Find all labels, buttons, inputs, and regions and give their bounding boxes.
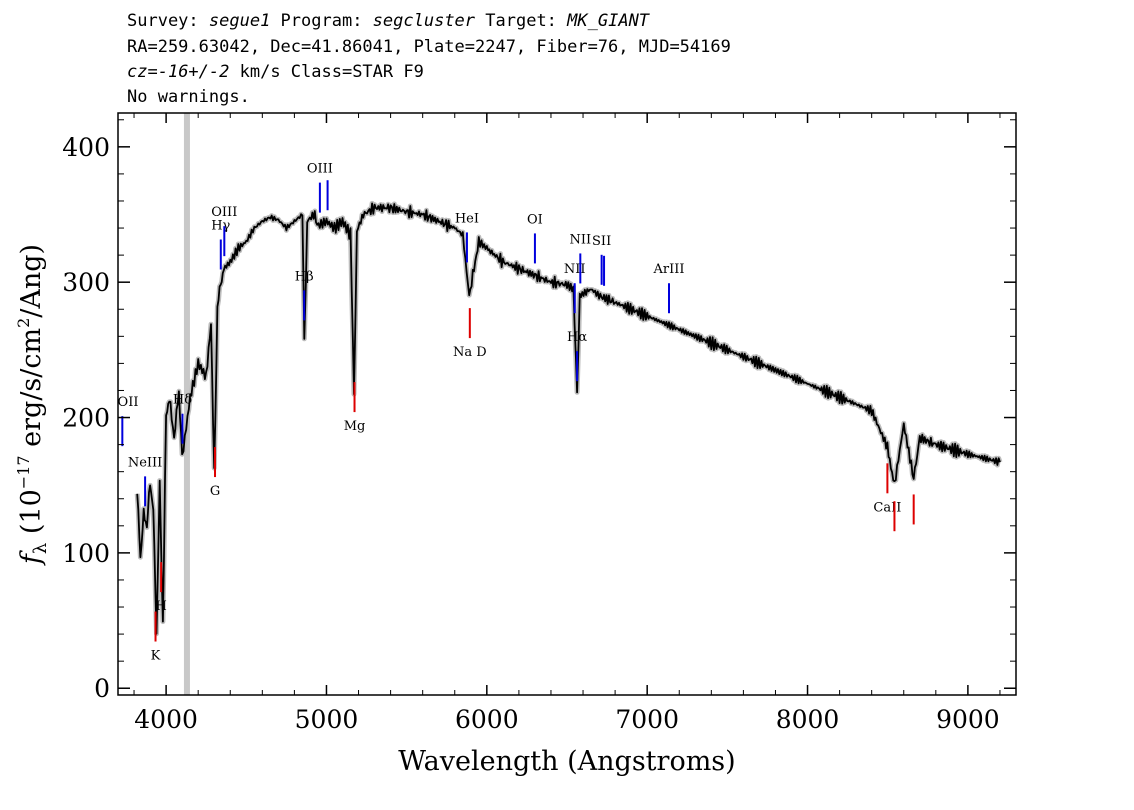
program-value: segcluster bbox=[372, 11, 476, 31]
target-value: MK_GIANT bbox=[567, 11, 650, 31]
line-label: K bbox=[151, 649, 161, 664]
line-label: NII bbox=[564, 262, 586, 277]
line-label: OIII bbox=[211, 205, 237, 220]
line-label: Hβ bbox=[295, 269, 314, 284]
x-tick-label: 4000 bbox=[134, 705, 198, 734]
x-tick-label: 7000 bbox=[615, 705, 679, 734]
line-label: Hγ bbox=[211, 219, 230, 234]
y-axis-subscript: λ bbox=[30, 543, 51, 554]
x-tick-label: 8000 bbox=[776, 705, 840, 734]
line-label: NII bbox=[569, 232, 591, 247]
line-label: HeI bbox=[455, 211, 479, 226]
header-line-1: Survey: segue1 Program: segcluster Targe… bbox=[127, 11, 649, 31]
x-axis-title: Wavelength (Angstroms) bbox=[398, 746, 735, 777]
y-axis-exponent-1: −17 bbox=[14, 455, 33, 489]
target-key: Target: bbox=[475, 11, 568, 31]
y-axis-title: fλ (10−17 erg/s/cm2/Ang) bbox=[14, 244, 51, 566]
y-axis-text-3: /Ang) bbox=[16, 244, 47, 318]
header-line-4: No warnings. bbox=[127, 87, 250, 107]
line-label: ArIII bbox=[652, 262, 684, 277]
y-axis-exponent-2: 2 bbox=[14, 318, 33, 328]
class-text: km/s Class=STAR F9 bbox=[229, 62, 424, 82]
survey-key: Survey: bbox=[127, 11, 209, 31]
flux-series-line bbox=[136, 202, 1001, 635]
line-label: Hδ bbox=[173, 393, 192, 408]
header-line-3: cz=-16+/-2 km/s Class=STAR F9 bbox=[127, 62, 424, 82]
x-tick-label: 9000 bbox=[936, 705, 1000, 734]
y-tick-label: 400 bbox=[62, 133, 110, 162]
line-label: CaII bbox=[873, 500, 901, 515]
cz-value: -16+/-2 bbox=[157, 62, 230, 82]
line-label: Mg bbox=[344, 419, 366, 434]
line-label: Hα bbox=[567, 330, 587, 345]
series-layer bbox=[134, 200, 1003, 637]
survey-value: segue1 bbox=[208, 11, 271, 31]
line-label: SII bbox=[592, 234, 611, 249]
y-axis-symbol: f bbox=[16, 550, 47, 566]
y-tick-label: 200 bbox=[62, 404, 110, 433]
line-label: H bbox=[155, 599, 166, 614]
program-key: Program: bbox=[270, 11, 373, 31]
x-tick-label: 6000 bbox=[455, 705, 519, 734]
y-tick-label: 100 bbox=[62, 539, 110, 568]
y-tick-label: 0 bbox=[94, 674, 110, 703]
x-tick-label: 5000 bbox=[295, 705, 359, 734]
line-label: Na D bbox=[453, 345, 487, 360]
y-axis-text-1: (10 bbox=[16, 489, 47, 542]
line-label: NeIII bbox=[128, 455, 162, 470]
plot-frame bbox=[117, 112, 1017, 696]
line-label: OI bbox=[527, 212, 543, 227]
y-axis-text-2: erg/s/cm bbox=[16, 328, 47, 456]
line-label: OII bbox=[118, 395, 139, 410]
line-label: OIII bbox=[307, 162, 333, 177]
tick-layer: 4000 5000 6000 7000 8000 9000 0 100 200 300 400 bbox=[62, 113, 1016, 734]
cz-key: cz= bbox=[127, 62, 158, 82]
header-line-2: RA=259.63042, Dec=41.86041, Plate=2247, … bbox=[127, 37, 731, 57]
y-tick-label: 300 bbox=[62, 268, 110, 297]
line-label: G bbox=[210, 484, 220, 499]
